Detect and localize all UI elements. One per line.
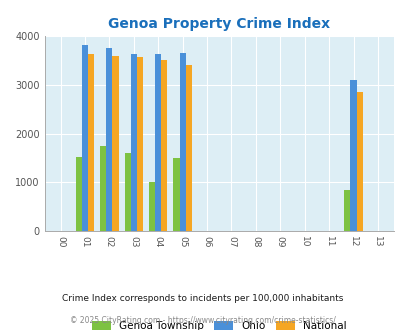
Bar bbox=[155, 54, 161, 231]
Bar bbox=[82, 45, 88, 231]
Bar bbox=[100, 146, 106, 231]
Bar bbox=[130, 54, 136, 231]
Title: Genoa Property Crime Index: Genoa Property Crime Index bbox=[108, 17, 330, 31]
Bar bbox=[112, 56, 118, 231]
Bar bbox=[350, 80, 356, 231]
Bar bbox=[136, 57, 143, 231]
Bar bbox=[179, 53, 185, 231]
Bar bbox=[149, 182, 155, 231]
Bar bbox=[173, 157, 179, 231]
Legend: Genoa Township, Ohio, National: Genoa Township, Ohio, National bbox=[87, 317, 350, 330]
Bar bbox=[343, 190, 350, 231]
Bar bbox=[124, 153, 130, 231]
Text: © 2025 CityRating.com - https://www.cityrating.com/crime-statistics/: © 2025 CityRating.com - https://www.city… bbox=[70, 316, 335, 325]
Bar bbox=[88, 54, 94, 231]
Bar bbox=[106, 49, 112, 231]
Bar bbox=[185, 65, 191, 231]
Text: Crime Index corresponds to incidents per 100,000 inhabitants: Crime Index corresponds to incidents per… bbox=[62, 294, 343, 303]
Bar bbox=[76, 157, 82, 231]
Bar bbox=[161, 60, 167, 231]
Bar bbox=[356, 92, 362, 231]
